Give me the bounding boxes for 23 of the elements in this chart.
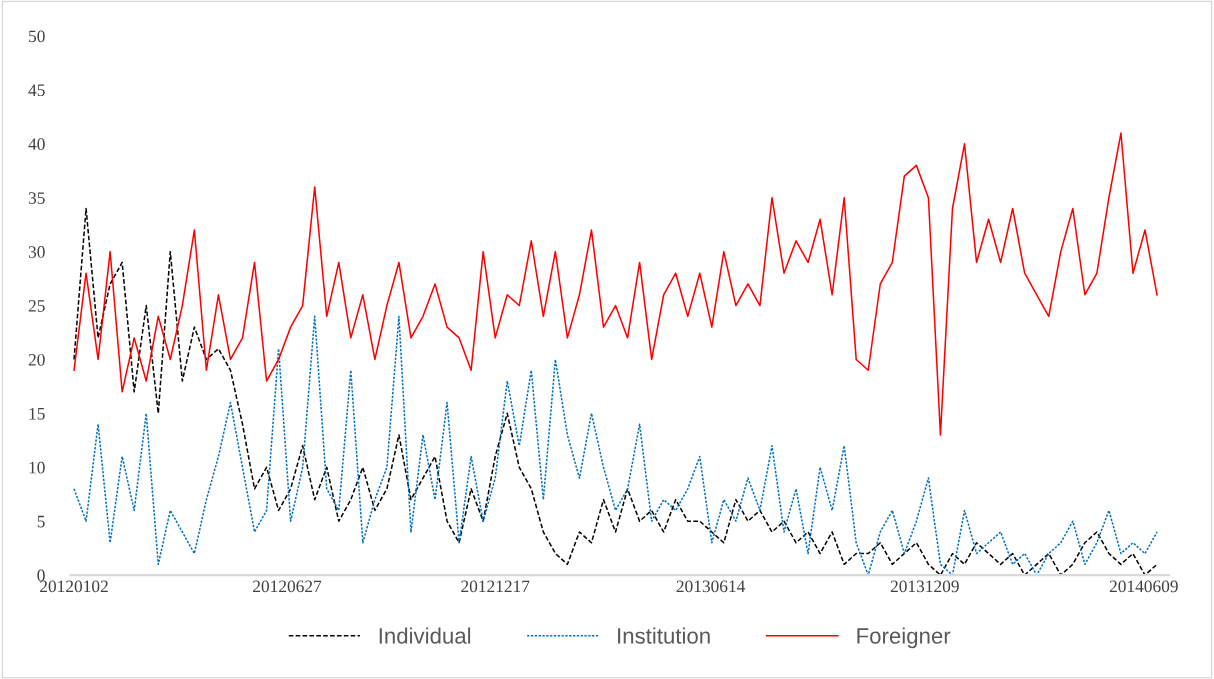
y-tick-label: 30 <box>28 246 45 258</box>
y-tick-label: 15 <box>29 407 45 420</box>
line-series <box>73 315 1158 576</box>
y-tick-label: 50 <box>29 30 45 43</box>
line-series <box>73 207 1158 576</box>
x-tick-label: 20120102 <box>40 580 108 593</box>
x-tick-label: 20120627 <box>253 580 322 593</box>
line-series <box>73 132 1158 436</box>
x-tick-label: 20130614 <box>676 580 746 593</box>
y-tick-label: 45 <box>28 84 45 97</box>
x-tick-label: 20131209 <box>890 580 959 593</box>
y-tick-label: 5 <box>37 515 45 528</box>
legend-label: Individual <box>379 627 471 644</box>
x-tick-label: 20121217 <box>461 580 530 593</box>
x-tick-label: 20140609 <box>1109 580 1178 593</box>
y-tick-label: 25 <box>28 300 45 312</box>
y-tick-label: 40 <box>28 138 45 151</box>
y-tick-label: 0 <box>37 569 45 582</box>
y-tick-label: 20 <box>28 353 45 366</box>
legend-label: Foreigner <box>857 627 951 649</box>
legend-label: Institution <box>618 627 710 644</box>
y-tick-label: 10 <box>29 461 45 474</box>
y-tick-label: 35 <box>28 192 45 204</box>
